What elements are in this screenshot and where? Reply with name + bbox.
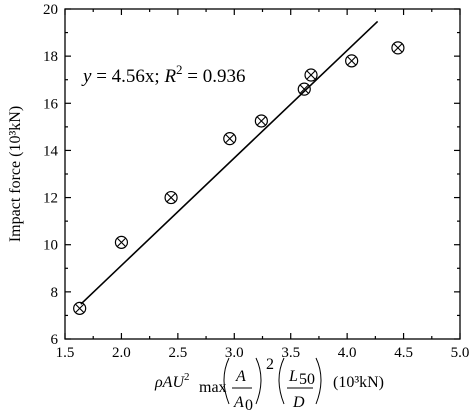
point-marker-circle bbox=[297, 82, 311, 96]
x-axis-title: ρAU2 max A A 0 2 L 50 D (10³kN) bbox=[154, 356, 384, 413]
data-point bbox=[223, 132, 237, 146]
equation-r2-symbol: R bbox=[163, 66, 176, 87]
x-tick-label: 2.0 bbox=[112, 345, 131, 361]
xlabel-frac1-num: A bbox=[235, 368, 246, 385]
equation-lhs: y bbox=[81, 66, 92, 87]
data-point bbox=[345, 54, 359, 68]
y-tick-label: 18 bbox=[43, 49, 58, 65]
data-point bbox=[73, 301, 87, 315]
point-marker-cross bbox=[225, 134, 235, 144]
point-marker-circle bbox=[254, 114, 268, 128]
point-marker-cross bbox=[347, 56, 357, 66]
x-tick-label: 5.0 bbox=[451, 345, 470, 361]
data-point bbox=[304, 68, 318, 82]
x-tick-label: 1.5 bbox=[56, 345, 75, 361]
xlabel-frac1-den-sub: 0 bbox=[245, 397, 253, 413]
xlabel-sub: max bbox=[199, 379, 227, 396]
xlabel-frac2-num: L bbox=[288, 368, 298, 385]
y-tick-label: 6 bbox=[51, 332, 59, 348]
data-point bbox=[254, 114, 268, 128]
data-points bbox=[73, 41, 405, 315]
xlabel-left-paren-2 bbox=[278, 357, 285, 405]
x-tick-label: 4.5 bbox=[394, 345, 413, 361]
y-tick-label: 8 bbox=[51, 285, 59, 301]
point-marker-cross bbox=[256, 116, 267, 126]
fit-line bbox=[80, 20, 379, 305]
data-point bbox=[391, 41, 405, 55]
x-tick-label: 3.0 bbox=[225, 345, 244, 361]
point-marker-cross bbox=[116, 237, 127, 247]
xlabel-prefix: ρAU bbox=[154, 374, 185, 391]
x-tick-label: 4.0 bbox=[338, 345, 357, 361]
point-marker-circle bbox=[164, 190, 178, 205]
plot-frame bbox=[64, 8, 461, 340]
fit-equation: y = 4.56x; R2 = 0.936 bbox=[81, 62, 246, 87]
xlabel-frac1-den: A bbox=[233, 394, 244, 411]
point-marker-circle bbox=[114, 235, 129, 249]
point-marker-circle bbox=[391, 41, 405, 55]
xlabel-frac2-num-sub: 50 bbox=[299, 371, 315, 388]
y-tick-label: 16 bbox=[43, 96, 59, 112]
svg-text:ρAU2: ρAU2 bbox=[154, 371, 190, 391]
point-marker-circle bbox=[73, 301, 87, 315]
y-tick-label: 10 bbox=[43, 238, 58, 254]
equation-r2-sup: 2 bbox=[176, 62, 183, 77]
xlabel-frac1-exp: 2 bbox=[266, 356, 274, 373]
x-axis-ticks: 1.5 2.0 2.5 3.0 3.5 4.0 4.5 5.0 bbox=[56, 9, 470, 361]
point-marker-cross bbox=[75, 303, 85, 313]
point-marker-circle bbox=[223, 132, 237, 146]
y-axis-title: Impact force (10³kN) bbox=[7, 106, 24, 242]
equation-r2-value: = 0.936 bbox=[183, 66, 246, 87]
data-point bbox=[164, 190, 178, 205]
point-marker-cross bbox=[299, 84, 309, 94]
point-marker-cross bbox=[393, 43, 403, 53]
data-point bbox=[297, 82, 311, 96]
point-marker-circle bbox=[304, 68, 318, 82]
y-tick-label: 20 bbox=[43, 2, 58, 18]
x-tick-label: 2.5 bbox=[168, 345, 187, 361]
xlabel-left-paren-1 bbox=[223, 357, 230, 405]
xlabel-right-paren-1 bbox=[255, 357, 262, 405]
xlabel-sup: 2 bbox=[184, 371, 190, 383]
point-marker-cross bbox=[166, 192, 176, 203]
equation-rhs: = 4.56x; bbox=[91, 66, 164, 87]
data-point bbox=[114, 235, 129, 249]
y-axis-ticks: 6 8 10 12 14 16 18 20 bbox=[43, 2, 460, 348]
point-marker-cross bbox=[306, 70, 316, 80]
point-marker-circle bbox=[345, 54, 359, 68]
xlabel-unit: (10³kN) bbox=[333, 374, 384, 391]
xlabel-right-paren-2 bbox=[315, 357, 322, 405]
xlabel-frac2-den: D bbox=[292, 394, 305, 411]
x-tick-label: 3.5 bbox=[281, 345, 300, 361]
y-tick-label: 14 bbox=[43, 143, 59, 159]
y-tick-label: 12 bbox=[43, 191, 58, 207]
